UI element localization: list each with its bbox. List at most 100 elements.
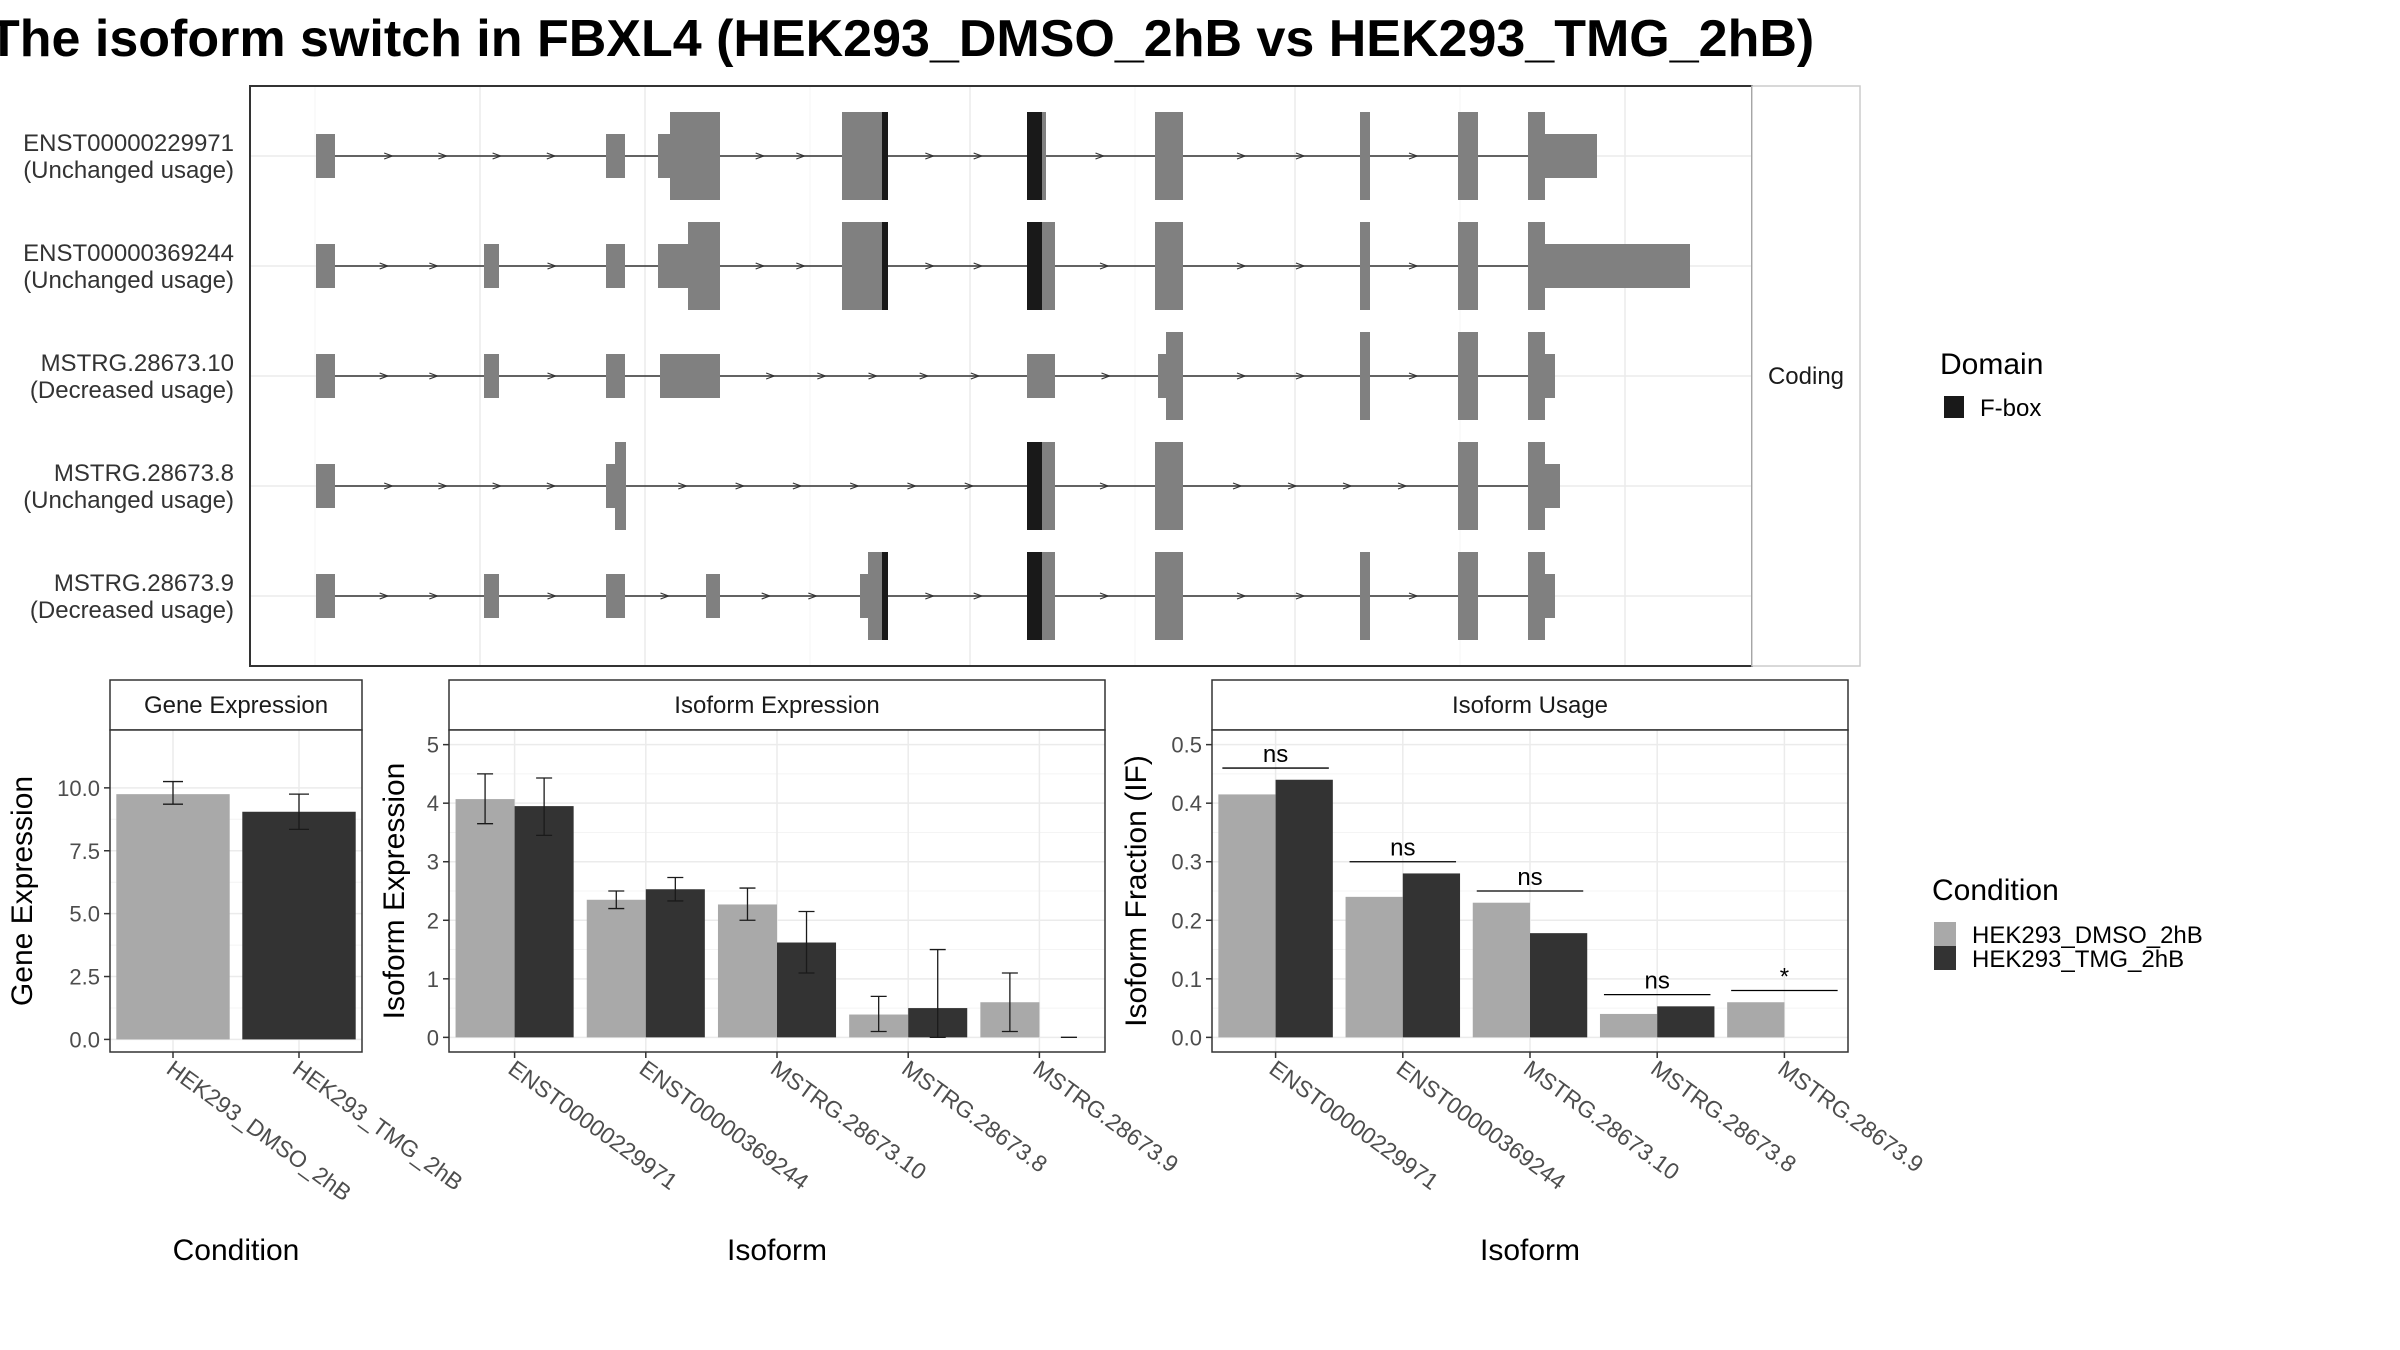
y-tick-label: 4 <box>427 791 439 816</box>
significance-label: ns <box>1517 864 1542 891</box>
exon-block <box>316 574 335 618</box>
exon-block <box>1360 552 1370 640</box>
transcript-structure-panel: Coding ENST00000229971(Unchanged usage)E… <box>23 85 1861 667</box>
fbox-domain-block <box>882 112 888 200</box>
panel-strip <box>448 679 1106 731</box>
bar <box>514 806 574 1038</box>
intron-arrow <box>438 152 449 160</box>
intron-arrow <box>429 372 440 380</box>
y-tick-label: 0.0 <box>69 1027 100 1052</box>
intron-arrow <box>1236 592 1247 600</box>
intron-arrow <box>973 592 984 600</box>
legend-label-tmg: HEK293_TMG_2hB <box>1972 946 2184 973</box>
intron-arrow <box>755 262 766 270</box>
bar <box>455 799 515 1038</box>
y-tick-label: 0 <box>427 1025 439 1050</box>
intron-arrow <box>755 152 766 160</box>
exon-block <box>1458 222 1478 310</box>
exon-block <box>1458 332 1478 420</box>
exon-block <box>1360 112 1370 200</box>
y-tick-label: 0.3 <box>1171 850 1202 875</box>
plot-border <box>1211 729 1849 1053</box>
bar <box>1472 902 1530 1038</box>
exon-block <box>615 442 626 530</box>
intron-arrow <box>796 262 807 270</box>
domain-legend-title: Domain <box>1940 348 2043 381</box>
significance-label: ns <box>1645 968 1670 995</box>
y-tick-label: 0.0 <box>1171 1025 1202 1050</box>
exon-block <box>1166 332 1183 420</box>
intron-arrow <box>1099 592 1110 600</box>
transcript-id-label: ENST00000229971 <box>23 130 234 157</box>
intron-arrow <box>817 372 828 380</box>
bar <box>1599 1013 1658 1038</box>
intron-arrow <box>1408 152 1419 160</box>
intron-arrow <box>973 152 984 160</box>
exon-block <box>1027 354 1055 398</box>
y-tick-label: 2.5 <box>69 965 100 990</box>
intron-arrow <box>1295 592 1306 600</box>
exon-block <box>484 574 499 618</box>
exon-block <box>660 354 720 398</box>
significance-label: * <box>1780 964 1789 991</box>
x-tick-label: MSTRG.28673.9 <box>1028 1055 1183 1177</box>
intron-arrow <box>379 372 390 380</box>
exon-block <box>1528 552 1545 640</box>
intron-arrow <box>546 152 557 160</box>
intron-arrow <box>1408 372 1419 380</box>
legend-key-tmg <box>1934 946 1956 970</box>
y-tick-label: 0.5 <box>1171 733 1202 758</box>
intron-arrow <box>808 592 819 600</box>
exon-block <box>484 244 499 288</box>
exon-block <box>606 244 625 288</box>
bar <box>1402 873 1461 1038</box>
bar <box>242 811 356 1040</box>
y-axis-label: Isoform Expression <box>378 763 411 1020</box>
intron-arrow <box>925 592 936 600</box>
exon-block <box>1155 552 1183 640</box>
exon-block <box>706 574 720 618</box>
exon-block <box>316 244 335 288</box>
exon-block <box>1158 354 1166 398</box>
intron-arrow <box>1408 262 1419 270</box>
exon-block <box>606 134 625 178</box>
intron-arrow <box>429 262 440 270</box>
transcript-status-label: (Unchanged usage) <box>23 487 234 514</box>
exon-block <box>606 464 615 508</box>
transcript-id-label: ENST00000369244 <box>23 240 234 267</box>
transcript-id-label: MSTRG.28673.8 <box>54 460 234 487</box>
intron-arrow <box>925 152 936 160</box>
intron-arrow <box>1099 482 1110 490</box>
y-axis-label: Gene Expression <box>6 776 39 1006</box>
transcript-id-label: MSTRG.28673.9 <box>54 570 234 597</box>
intron-arrow <box>429 592 440 600</box>
exon-block <box>658 244 688 288</box>
y-axis-label: Isoform Fraction (IF) <box>1120 755 1153 1027</box>
exon-block <box>1545 574 1555 618</box>
intron-arrow <box>492 152 503 160</box>
transcript-status-label: (Unchanged usage) <box>23 267 234 294</box>
bar <box>717 904 777 1038</box>
intron-arrow <box>849 482 860 490</box>
intron-arrow <box>1236 152 1247 160</box>
intron-arrow <box>546 482 557 490</box>
fbox-domain-block <box>882 222 888 310</box>
transcript-status-label: (Decreased usage) <box>30 597 234 624</box>
exon-block <box>1528 332 1545 420</box>
panel-strip-title: Isoform Expression <box>674 692 879 719</box>
exon-block <box>1545 134 1597 178</box>
intron-arrow <box>907 482 918 490</box>
transcript-status-label: (Decreased usage) <box>30 377 234 404</box>
exon-block <box>1155 222 1183 310</box>
intron-arrow <box>1342 482 1353 490</box>
condition-legend: Condition HEK293_DMSO_2hB HEK293_TMG_2hB <box>1932 874 2203 973</box>
structure-strip-label: Coding <box>1768 363 1844 390</box>
legend-label-fbox: F-box <box>1980 395 2041 422</box>
intron-arrow <box>970 372 981 380</box>
intron-arrow <box>792 482 803 490</box>
intron-arrow <box>1397 482 1408 490</box>
bar <box>1657 1006 1715 1038</box>
significance-label: ns <box>1263 741 1288 768</box>
bar <box>1345 896 1403 1038</box>
